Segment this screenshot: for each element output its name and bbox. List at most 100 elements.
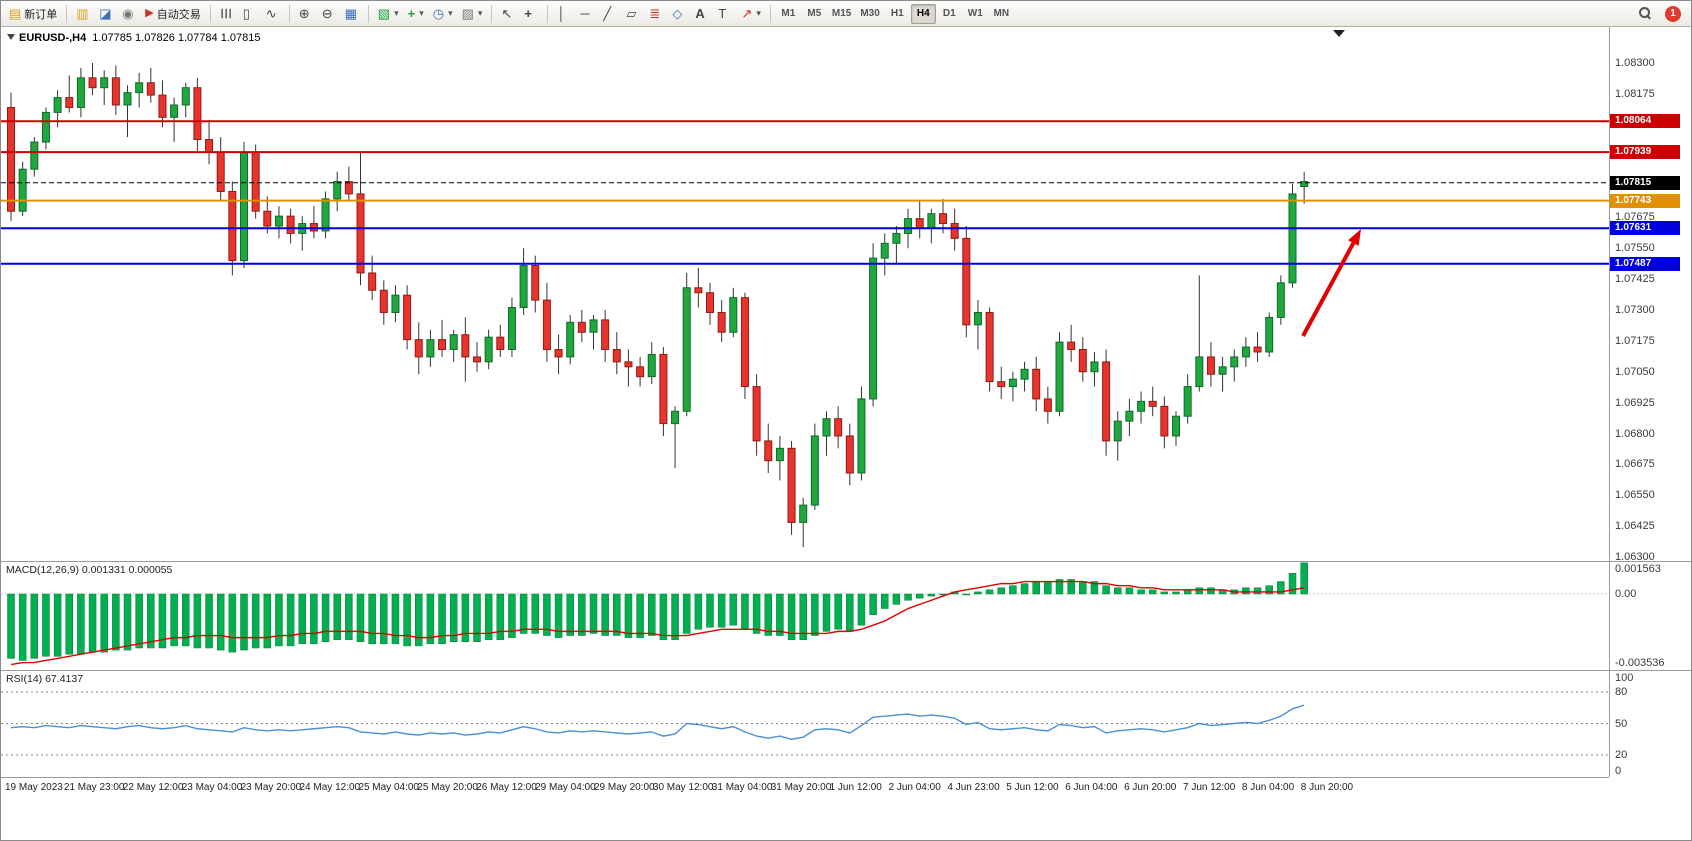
candle: [240, 142, 248, 269]
macd-histogram-bar: [846, 593, 854, 632]
candle: [706, 282, 714, 325]
macd-histogram-bar: [356, 593, 365, 643]
candle: [41, 107, 50, 150]
candle: [775, 435, 784, 481]
zoom-in-button[interactable]: ⊕: [295, 3, 317, 25]
candle: [216, 137, 225, 202]
candle: [286, 208, 295, 244]
templates-button[interactable]: ▨ ▾: [458, 3, 487, 25]
price-badge-1.08064: 1.08064: [1610, 114, 1680, 129]
community-button[interactable]: ◉: [118, 3, 140, 25]
chart-ohlc-values: 1.07785 1.07826 1.07784 1.07815: [92, 32, 261, 44]
rsi-panel-separator[interactable]: [1, 670, 1691, 671]
shapes-button[interactable]: ◇: [668, 3, 690, 25]
macd-histogram-bar: [706, 593, 714, 628]
profile-button[interactable]: ◪: [95, 3, 117, 25]
indicators-button[interactable]: + ▾: [404, 3, 428, 25]
vertical-line-button[interactable]: │: [553, 3, 575, 25]
macd-histogram-bar: [1195, 587, 1204, 595]
time-axis[interactable]: 19 May 2023 21 May 23:00 22 May 12:00 23 Ma…: [1, 777, 1609, 803]
price-axis-label: 1.06550: [1615, 489, 1655, 502]
timeframe-button-m1[interactable]: M1: [776, 4, 801, 24]
candle: [1253, 332, 1262, 362]
macd-histogram-bar: [205, 593, 213, 649]
macd-histogram-bar: [1242, 587, 1250, 595]
one-click-trading-arrow-icon[interactable]: [7, 34, 15, 40]
new-chart-button[interactable]: ▧ ▾: [374, 3, 403, 25]
price-scale[interactable]: 1.08300 1.08175 1.07675 1.07550 1.07425 1.073…: [1610, 27, 1691, 803]
candle: [519, 248, 528, 315]
timeframe-button-h4[interactable]: H4: [910, 3, 936, 24]
line-chart-button[interactable]: ∿: [262, 3, 284, 25]
macd-histogram-bar: [42, 593, 50, 657]
candle: [740, 292, 749, 399]
trend-arrow-annotation[interactable]: [1301, 242, 1356, 337]
channel-icon: ▱: [626, 6, 637, 21]
timeframe-button-h1[interactable]: H1: [885, 4, 910, 24]
macd-histogram-bar: [228, 593, 237, 653]
notification-badge[interactable]: 1: [1665, 5, 1681, 22]
horizontal-line-button[interactable]: ─: [576, 3, 598, 25]
candle: [577, 310, 586, 343]
arrows-button[interactable]: ↗ ▾: [737, 3, 764, 25]
macd-histogram-bar: [496, 593, 505, 640]
candle: [1160, 396, 1169, 449]
candle: [18, 161, 27, 217]
main-toolbar: ▤ 新订单 ▥ ◪ ◉ ▶ 自动交易 ☰ ▯ ∿ ⊕ ⊖ ▦ ▧ ▾ + ▾ ◷…: [1, 1, 1691, 27]
toolbar-separator: [367, 4, 369, 23]
timeframe-button-m15[interactable]: M15: [828, 4, 855, 24]
autotrading-button[interactable]: ▶ 自动交易: [141, 3, 204, 25]
timeframe-button-mn[interactable]: MN: [989, 4, 1014, 24]
candle: [1241, 337, 1250, 367]
channel-button[interactable]: ▱: [622, 3, 644, 25]
macd-indicator-panel[interactable]: [1, 561, 1609, 670]
charts-button[interactable]: ▥: [72, 3, 94, 25]
timeframe-button-m5[interactable]: M5: [802, 4, 827, 24]
text-button[interactable]: A: [691, 3, 713, 25]
price-chart-canvas[interactable]: [1, 27, 1609, 561]
chart-symbol-period: EURUSD-,H4: [19, 32, 87, 44]
arrows-icon: ↗: [741, 6, 753, 21]
trendline-icon: ╱: [603, 6, 612, 21]
candle: [717, 300, 726, 343]
cursor-button[interactable]: ↖: [497, 3, 519, 25]
zoom-out-button[interactable]: ⊖: [318, 3, 340, 25]
fibonacci-button[interactable]: ≣: [645, 3, 667, 25]
tile-windows-button[interactable]: ▦: [341, 3, 363, 25]
candle: [531, 255, 540, 313]
candle: [146, 67, 155, 103]
timeframe-button-d1[interactable]: D1: [937, 4, 962, 24]
price-axis-label: 1.07050: [1615, 365, 1655, 378]
periods-button[interactable]: ◷ ▾: [429, 3, 457, 25]
candle: [1230, 349, 1239, 382]
toolbar-separator: [769, 4, 771, 23]
candle: [1172, 411, 1180, 446]
trend-arrow-head[interactable]: [1348, 229, 1361, 246]
macd-histogram-bar: [158, 593, 167, 649]
crosshair-button[interactable]: +: [520, 3, 542, 25]
candle: [729, 287, 738, 338]
macd-histogram-bar: [310, 593, 318, 645]
search-button[interactable]: [1635, 3, 1657, 25]
candle: [1206, 342, 1215, 387]
rsi-indicator-panel[interactable]: [1, 670, 1609, 777]
chart-shift-marker-icon[interactable]: [1333, 30, 1345, 37]
new-order-button[interactable]: ▤ 新订单: [5, 3, 61, 25]
macd-histogram-bar: [729, 593, 738, 626]
text-label-button[interactable]: T: [714, 3, 736, 25]
bar-chart-button[interactable]: ☰: [216, 3, 238, 25]
time-axis-label: 8 Jun 04:00: [1241, 782, 1295, 793]
candle: [542, 282, 551, 362]
candle: [612, 332, 621, 375]
timeframe-button-w1[interactable]: W1: [963, 4, 988, 24]
macd-scale-label: -0.003536: [1615, 657, 1665, 669]
macd-histogram-bar: [286, 593, 295, 647]
candle: [1055, 332, 1064, 417]
macd-histogram-bar: [1137, 589, 1145, 595]
candle: [682, 272, 691, 417]
candle: [170, 97, 179, 143]
candlestick-chart-button[interactable]: ▯: [239, 3, 261, 25]
trendline-button[interactable]: ╱: [599, 3, 621, 25]
timeframe-button-m30[interactable]: M30: [856, 4, 883, 24]
macd-panel-separator[interactable]: [1, 561, 1691, 562]
